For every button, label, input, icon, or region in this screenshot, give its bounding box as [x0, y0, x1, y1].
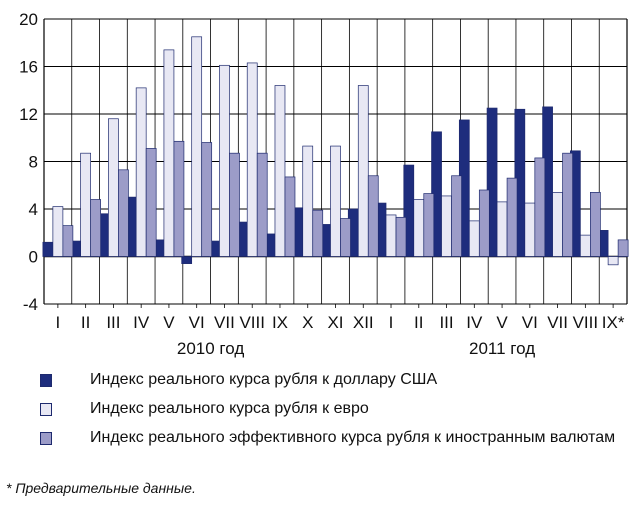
x-tick-label: VII [214, 313, 235, 332]
bar-effective [590, 192, 601, 257]
bar-eur [496, 201, 508, 257]
x-tick-label: IX* [602, 313, 625, 332]
x-tick-label: VI [189, 313, 205, 332]
y-tick-label: -4 [23, 295, 38, 314]
x-tick-label: IX [272, 313, 288, 332]
legend-label-eur: Индекс реального курса рубля к евро [90, 400, 369, 417]
bar-eur [524, 202, 536, 257]
bar-effective [256, 152, 268, 257]
bar-eur [607, 256, 619, 266]
legend-swatch-usd [40, 374, 52, 387]
bar-effective [284, 176, 296, 257]
bar-effective [145, 148, 157, 257]
x-tick-label: I [56, 313, 61, 332]
footnote: * Предварительные данные. [6, 480, 196, 496]
bar-effective [534, 157, 546, 257]
bar-effective [367, 175, 379, 257]
bar-eur [108, 118, 119, 257]
legend-swatch-eur [40, 403, 52, 416]
x-tick-label: IV [133, 313, 150, 332]
bar-effective [451, 175, 462, 257]
bar-eur [163, 49, 175, 257]
x-tick-label: VIII [239, 313, 265, 332]
bar-eur [246, 62, 258, 257]
bar-eur [274, 85, 286, 257]
axis-layer [57, 304, 614, 308]
bar-eur [468, 220, 480, 257]
bar-usd [486, 107, 498, 257]
x-tick-label: VI [522, 313, 538, 332]
x-tick-label: X [302, 313, 313, 332]
bar-effective [201, 142, 213, 257]
bar-eur [413, 199, 425, 257]
legend-label-effective: Индекс реального эффективного курса рубл… [90, 429, 616, 446]
bar-effective [340, 218, 351, 257]
bar-eur [385, 214, 397, 257]
bar-effective [506, 177, 518, 257]
x-tick-label: II [414, 313, 423, 332]
bar-eur [135, 87, 147, 257]
bar-effective [617, 239, 629, 257]
legend-swatch-effective [40, 432, 52, 445]
bar-eur [552, 192, 563, 257]
x-tick-label: III [439, 313, 453, 332]
bar-eur [357, 85, 369, 257]
bar-usd [42, 241, 54, 257]
bar-eur [80, 152, 91, 257]
x-tick-label: XII [353, 313, 374, 332]
x-tick-label: I [389, 313, 394, 332]
x-tick-label: III [106, 313, 120, 332]
bars-layer [42, 36, 629, 266]
x-tick-label: XI [327, 313, 343, 332]
bar-effective [118, 169, 129, 257]
bar-eur [191, 36, 203, 257]
bar-effective [229, 152, 240, 257]
bar-eur [580, 234, 591, 257]
y-tick-label: 4 [29, 200, 38, 219]
bar-effective [395, 216, 407, 257]
x-tick-label: IV [466, 313, 483, 332]
bar-eur [302, 145, 314, 257]
bar-effective [423, 193, 435, 257]
bar-effective [562, 152, 573, 257]
bar-effective [62, 225, 74, 257]
x-tick-label: VIII [573, 313, 599, 332]
bar-effective [173, 140, 185, 257]
y-tick-label: 8 [29, 153, 38, 172]
x-tick-label: V [496, 313, 508, 332]
year-label: 2011 год [469, 339, 535, 358]
bar-effective [312, 209, 324, 257]
bar-usd [181, 256, 193, 264]
y-tick-label: 16 [19, 58, 38, 77]
bar-eur [441, 195, 452, 257]
bar-effective [478, 189, 490, 257]
x-tick-label: II [81, 313, 90, 332]
legend-label-usd: Индекс реального курса рубля к доллару С… [90, 371, 438, 388]
x-tick-label: V [163, 313, 175, 332]
bar-eur [330, 145, 341, 257]
bar-effective [90, 199, 101, 257]
year-label: 2010 год [177, 339, 244, 358]
y-tick-label: 0 [29, 248, 38, 267]
y-tick-label: 20 [19, 10, 38, 29]
bar-eur [219, 64, 230, 257]
y-tick-label: 12 [19, 105, 38, 124]
x-tick-label: VII [547, 313, 568, 332]
bar-eur [52, 206, 64, 257]
